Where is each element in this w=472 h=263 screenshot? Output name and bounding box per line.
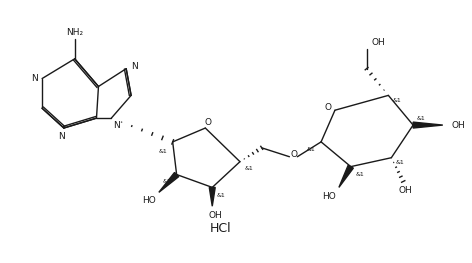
Text: &1: &1 [393, 98, 402, 103]
Text: O: O [205, 118, 212, 127]
Polygon shape [339, 165, 354, 188]
Text: NH₂: NH₂ [66, 28, 83, 37]
Text: &1: &1 [244, 166, 253, 171]
Polygon shape [159, 173, 179, 192]
Text: &1: &1 [396, 160, 405, 165]
Text: OH: OH [398, 186, 412, 195]
Text: N: N [31, 74, 38, 83]
Text: N: N [113, 120, 120, 130]
Text: O: O [291, 150, 298, 159]
Text: OH: OH [452, 120, 465, 130]
Text: OH: OH [371, 38, 385, 47]
Text: &1: &1 [217, 193, 226, 198]
Text: HO: HO [322, 192, 336, 201]
Text: &1: &1 [162, 179, 171, 184]
Polygon shape [413, 122, 443, 128]
Text: HCl: HCl [210, 222, 231, 235]
Text: &1: &1 [159, 149, 167, 154]
Text: &1: &1 [307, 147, 316, 152]
Text: &1: &1 [355, 172, 364, 177]
Text: &1: &1 [417, 116, 425, 121]
Text: N: N [131, 62, 137, 71]
Text: HO: HO [142, 196, 156, 205]
Polygon shape [209, 188, 215, 206]
Text: N: N [59, 133, 65, 141]
Text: O: O [325, 103, 331, 112]
Text: OH: OH [208, 211, 222, 220]
